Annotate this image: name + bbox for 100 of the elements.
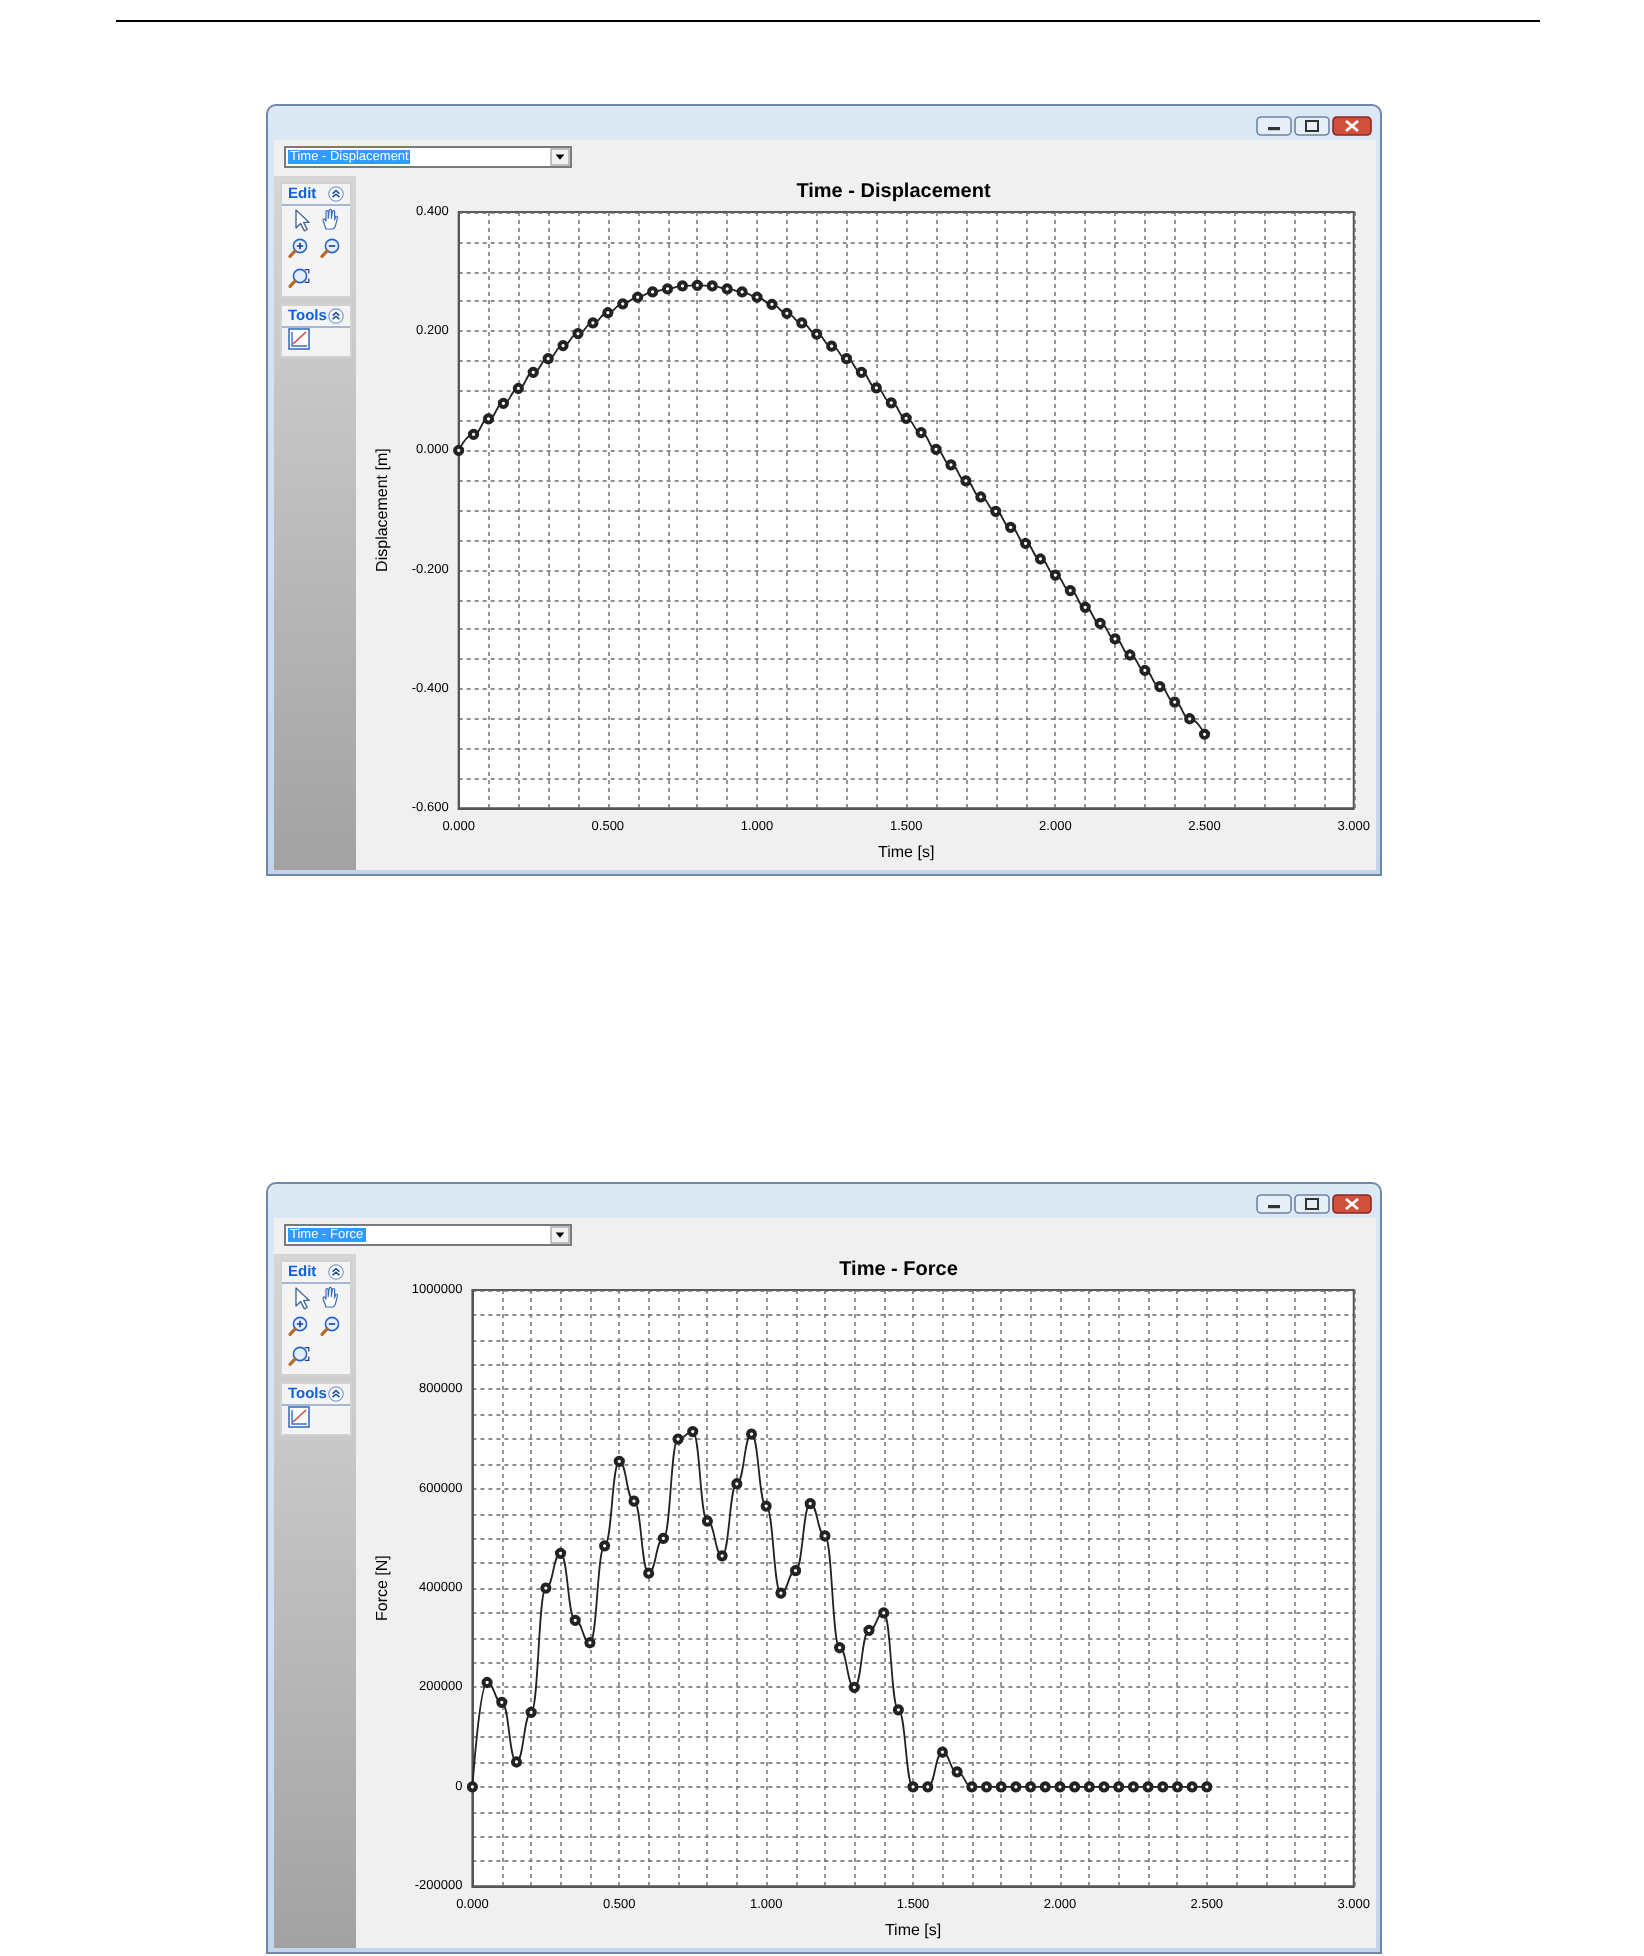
point [687,1426,699,1438]
point [796,317,808,329]
point [1171,1781,1184,1793]
point [736,286,748,298]
point [527,366,539,378]
point [482,413,495,425]
point [760,1500,772,1512]
point [1039,1781,1051,1793]
point [766,298,778,311]
point [915,427,927,439]
point [990,505,1002,517]
point [643,1567,655,1579]
point [1049,569,1061,581]
point [1054,1781,1066,1793]
point [647,286,659,298]
point [804,1498,816,1510]
point [691,279,703,291]
point [632,291,644,303]
point [936,1746,949,1758]
point [721,283,733,295]
chart-title: Time - Force [839,1259,959,1281]
point [900,412,912,424]
point [676,280,689,292]
point [497,397,510,409]
point [1184,713,1196,725]
point [751,291,763,303]
point [848,1681,860,1694]
point [1127,1781,1139,1793]
point [1124,649,1136,661]
point [826,340,838,352]
point [496,1696,508,1708]
point [1169,696,1181,708]
point [481,1676,493,1689]
point [960,475,972,487]
point [1198,728,1211,740]
point [1019,537,1032,550]
point [661,283,674,295]
point [716,1550,728,1562]
point [542,353,554,365]
point [840,353,853,365]
point [466,1781,479,1793]
point [811,328,823,340]
point [1154,680,1166,693]
point [1142,1781,1154,1793]
point [975,491,987,503]
point [930,443,942,455]
point [885,397,897,409]
point [1079,601,1091,613]
point [789,1565,802,1577]
point [467,428,480,440]
point [1109,633,1121,645]
point [1098,1781,1110,1793]
point [745,1428,758,1440]
point [1064,584,1076,597]
point [775,1587,787,1599]
point [863,1624,875,1636]
point [1010,1781,1022,1793]
point [1157,1781,1169,1793]
y-axis-title: Displacement [m] [373,448,391,572]
point [1186,1781,1198,1793]
point [855,366,868,378]
point [1083,1781,1095,1793]
point [1005,521,1017,533]
point [870,382,882,394]
point [819,1530,831,1542]
point [510,1756,523,1768]
point [731,1478,743,1490]
point [572,328,584,340]
point [525,1706,537,1718]
point [613,1455,625,1468]
point [834,1642,846,1654]
point [907,1781,919,1793]
point [557,339,569,352]
point [1094,617,1106,629]
point [628,1495,640,1507]
x-axis-title: Time [s] [878,843,935,861]
point [540,1582,552,1594]
point [781,307,793,319]
point [569,1614,581,1626]
point [602,307,614,319]
point [453,444,465,457]
point [706,280,718,292]
point [584,1637,596,1649]
x-axis-title: Time [s] [884,1921,942,1939]
point [617,298,629,310]
point [945,459,957,471]
point [657,1532,669,1545]
point [995,1781,1007,1793]
point [980,1781,993,1793]
point [892,1704,904,1716]
point [878,1607,890,1619]
point [587,317,599,329]
point [922,1781,934,1793]
y-axis-title: Force [N] [373,1555,391,1622]
point [1024,1781,1037,1793]
point [512,382,524,395]
point [1069,1781,1081,1793]
point [951,1766,963,1778]
point [599,1540,611,1552]
point [701,1515,714,1527]
